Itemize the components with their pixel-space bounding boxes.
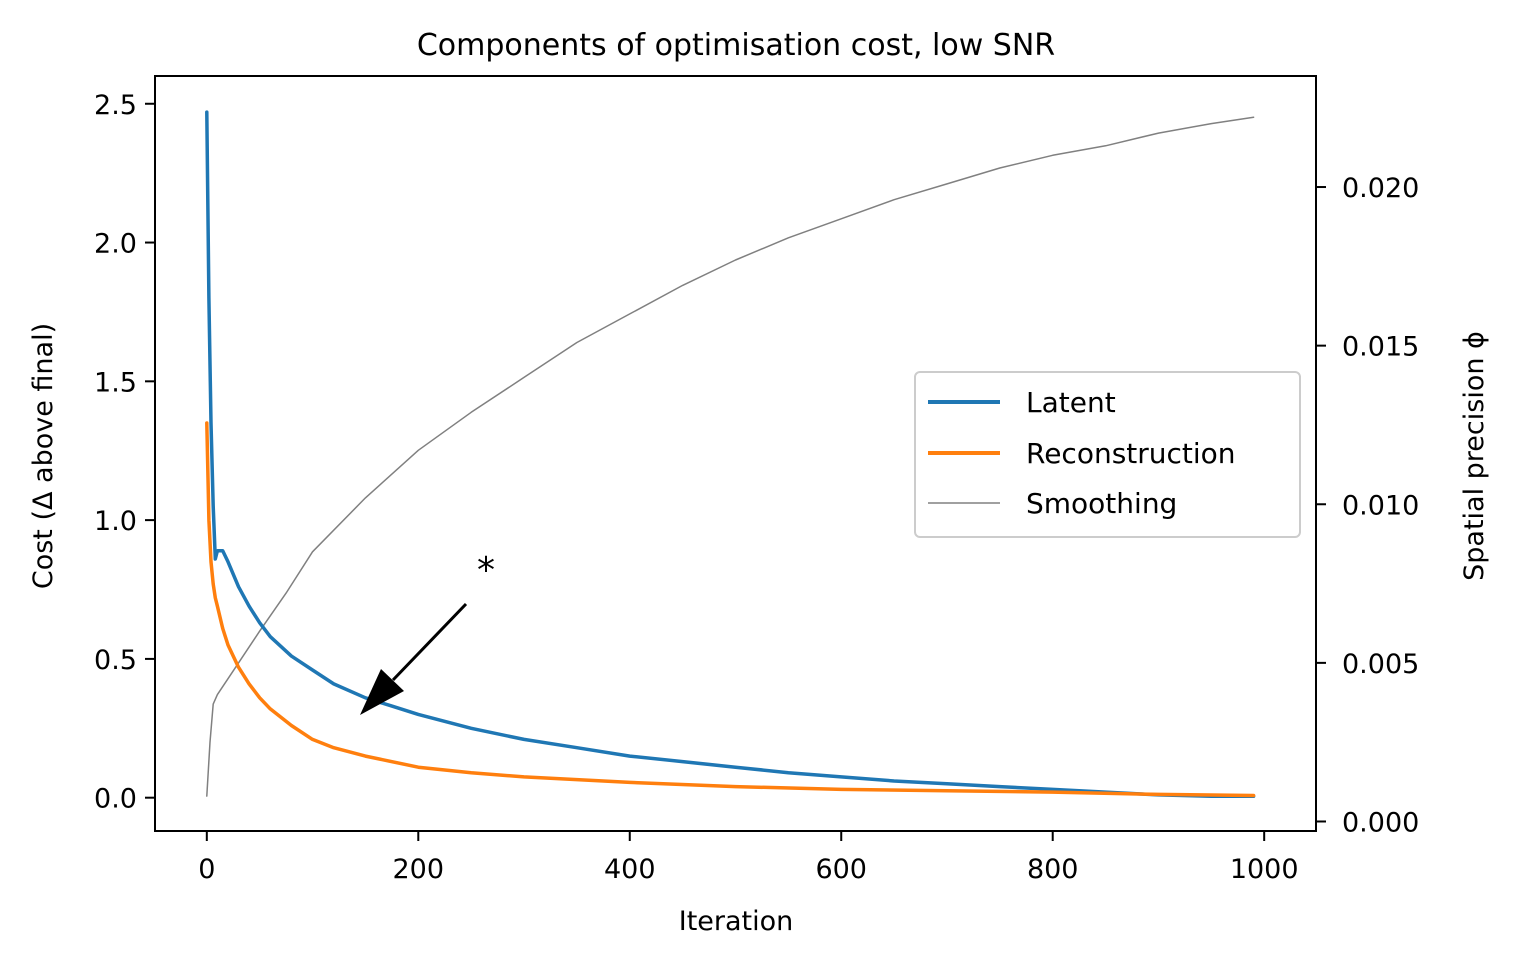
plot-frame: [154, 75, 1317, 832]
legend-label-latent: Latent: [1026, 386, 1116, 419]
y-tick-label: 0.5: [94, 645, 137, 676]
y-axis-right: 0.000 0.005 0.010 0.015 0.020: [1316, 173, 1419, 838]
series-line-smoothing: [206, 116, 1255, 797]
x-tick-label: 200: [393, 854, 445, 885]
y-axis-label: Cost (Δ above final): [28, 323, 59, 589]
y2-tick-label: 0.015: [1342, 332, 1419, 363]
legend-box: [914, 371, 1301, 538]
annotation-arrow-shaft: [391, 602, 468, 682]
x-tick-label: 0: [198, 854, 215, 885]
x-axis: 0 200 400 600 800 1000: [198, 831, 1299, 885]
series-layer: [205, 110, 1256, 799]
y2-tick-label: 0.020: [1342, 173, 1419, 204]
x-tick-label: 400: [604, 854, 656, 885]
annotation-arrow-head: [360, 669, 404, 715]
y-tick-label: 1.5: [94, 367, 137, 398]
x-tick-label: 600: [815, 854, 867, 885]
legend: Latent Reconstruction Smoothing: [914, 371, 1301, 538]
y2-axis-label: Spatial precision ϕ: [1459, 331, 1490, 581]
y2-tick-label: 0.000: [1342, 807, 1419, 838]
y-tick-label: 1.0: [94, 506, 137, 537]
annotation: *: [360, 550, 495, 715]
x-axis-label: Iteration: [679, 906, 794, 937]
annotation-text: *: [477, 550, 495, 591]
y2-tick-label: 0.005: [1342, 649, 1419, 680]
x-tick-label: 1000: [1230, 854, 1299, 885]
y-tick-label: 2.0: [94, 229, 137, 260]
legend-label-reconstruction: Reconstruction: [1026, 437, 1236, 470]
series-line-latent: [205, 110, 1256, 799]
y-tick-label: 0.0: [94, 784, 137, 815]
series-line-reconstruction: [205, 421, 1256, 798]
chart-title: Components of optimisation cost, low SNR: [417, 28, 1055, 63]
y-tick-label: 2.5: [94, 90, 137, 121]
y2-tick-label: 0.010: [1342, 490, 1419, 521]
legend-label-smoothing: Smoothing: [1026, 487, 1177, 520]
x-tick-label: 800: [1027, 854, 1079, 885]
y-axis-left: 0.0 0.5 1.0 1.5 2.0 2.5: [94, 90, 155, 815]
